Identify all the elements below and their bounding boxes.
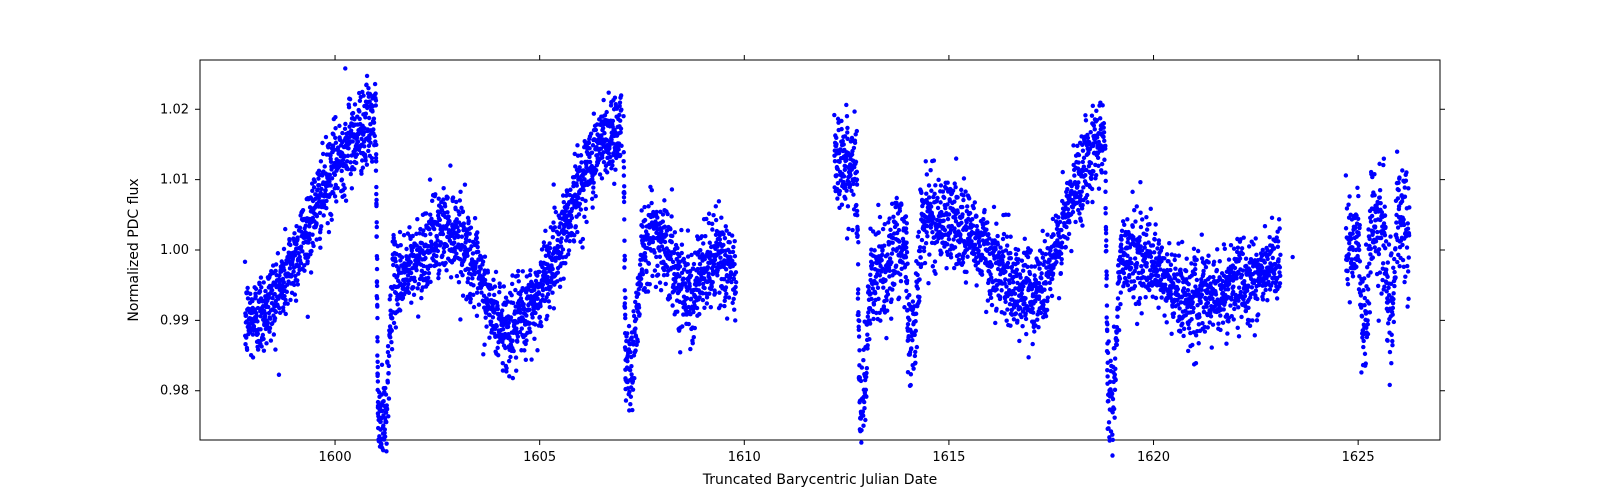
lightcurve-scatter-chart: 1600 1605 1610 1615 1620 1625 0.98 0.99 1.00 1.01… xyxy=(0,0,1600,500)
y-tick-label: 1.01 xyxy=(160,173,189,188)
y-tick-label: 0.99 xyxy=(160,313,189,328)
y-axis-label: Normalized PDC flux xyxy=(126,178,142,321)
chart-svg: 1600 1605 1610 1615 1620 1625 0.98 0.99 1.00 1.01… xyxy=(0,0,1600,500)
y-tick-label: 0.98 xyxy=(160,384,189,399)
x-tick-label: 1615 xyxy=(932,450,965,465)
y-tick-label: 1.02 xyxy=(160,102,189,117)
x-tick-label: 1605 xyxy=(523,450,556,465)
x-tick-label: 1610 xyxy=(728,450,761,465)
x-tick-label: 1620 xyxy=(1137,450,1170,465)
y-tick-label: 1.00 xyxy=(160,243,189,258)
x-tick-label: 1600 xyxy=(319,450,352,465)
x-tick-label: 1625 xyxy=(1342,450,1375,465)
x-axis-label: Truncated Barycentric Julian Date xyxy=(702,472,938,488)
